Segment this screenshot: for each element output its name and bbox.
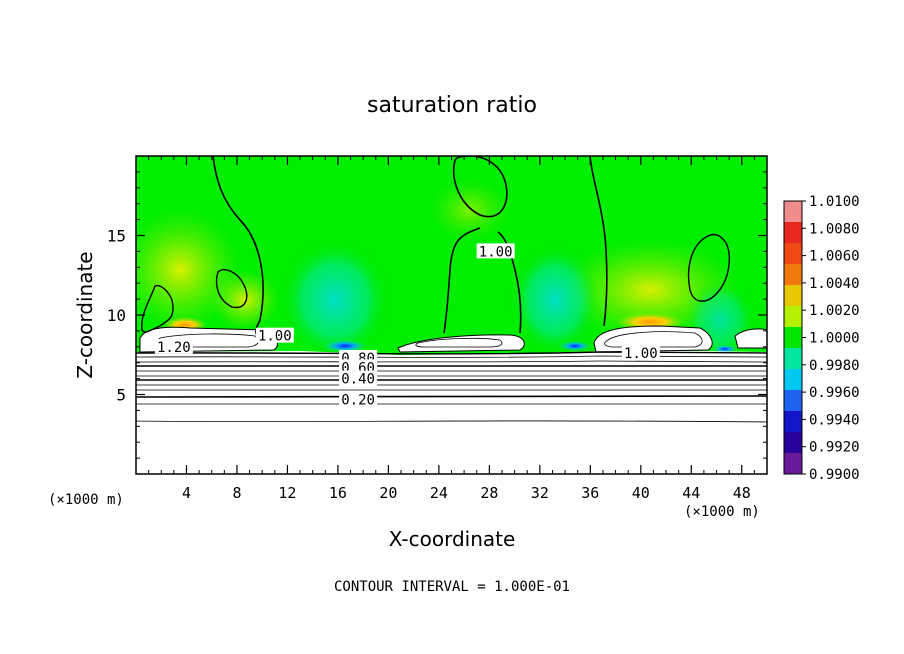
contour-line <box>604 331 703 348</box>
x-tick-label: 4 <box>182 484 191 502</box>
colorbar-swatch <box>784 306 802 328</box>
colorbar-swatch <box>784 222 802 244</box>
colorbar-swatch <box>784 285 802 307</box>
colorbar-label: 1.0000 <box>809 331 860 347</box>
x-tick-label: 20 <box>379 484 397 502</box>
contour-label-halo <box>476 243 515 259</box>
subsaturated-min <box>559 341 591 351</box>
colorbar-swatch <box>784 369 802 391</box>
colorbar-swatch <box>784 390 802 412</box>
contour-label: 0.40 <box>341 372 375 388</box>
x-tick-label: 40 <box>632 484 650 502</box>
contour-line <box>415 337 503 348</box>
subsaturated-min <box>323 340 367 352</box>
x-axis: 4 8 12 16 20 24 28 32 36 40 44 48 <box>148 156 755 502</box>
plot-area <box>136 156 767 474</box>
colorbar-swatch <box>784 348 802 370</box>
colorbar-swatch <box>784 327 802 349</box>
contour-line <box>589 156 608 327</box>
subsaturated-region <box>280 240 390 360</box>
contour-line <box>141 284 174 333</box>
contour-label: 1.00 <box>479 244 513 260</box>
lower-contours <box>136 351 767 423</box>
x-tick-label: 48 <box>733 484 751 502</box>
colorbar-label: 1.0040 <box>809 276 860 292</box>
contour-label: 1.20 <box>157 340 191 356</box>
subsaturated-min <box>713 345 737 353</box>
x-unit-right: (×1000 m) <box>684 504 760 520</box>
y-axis: 5 10 15 <box>107 171 767 459</box>
contour-label-halo <box>339 370 378 386</box>
lower-region <box>136 351 767 474</box>
x-tick-label: 32 <box>531 484 549 502</box>
x-unit-left: (×1000 m) <box>48 492 124 508</box>
colorbar-label: 0.9940 <box>809 412 860 428</box>
colorbar-label: 1.0100 <box>809 194 860 210</box>
colorbar-label: 1.0060 <box>809 249 860 265</box>
contour-label-halo <box>339 391 378 407</box>
cloud-blob <box>734 328 767 349</box>
y-tick-label: 10 <box>107 306 126 325</box>
x-tick-label: 24 <box>430 484 448 502</box>
contour-labels: 1.201.000.800.600.400.201.001.00 <box>154 243 660 408</box>
contour-label-halo <box>154 338 193 354</box>
contour-label: 0.20 <box>341 392 375 408</box>
colorbar-label: 1.0080 <box>809 221 860 237</box>
x-tick-label: 28 <box>480 484 498 502</box>
x-tick-label: 16 <box>329 484 347 502</box>
colorbar-label: 1.0020 <box>809 303 860 319</box>
colorbar-label: 0.9920 <box>809 440 860 456</box>
colorbar-label: 0.9900 <box>809 467 860 483</box>
x-tick-label: 8 <box>232 484 241 502</box>
contour-label-halo <box>621 345 660 361</box>
colorbar: 1.0100 1.0080 1.0060 1.0040 1.0020 1.0000 0.99… <box>783 194 860 483</box>
colorbar-swatch <box>784 243 802 265</box>
x-tick-label: 36 <box>581 484 599 502</box>
y-tick-label: 15 <box>107 227 126 246</box>
humid-patch <box>430 180 510 240</box>
colorbar-swatch <box>784 264 802 286</box>
contour-label: 1.00 <box>258 329 292 345</box>
contour-label: 1.00 <box>624 346 658 362</box>
contour-line <box>687 233 730 302</box>
x-axis-label: X-coordinate <box>389 527 516 551</box>
colorbar-swatch <box>784 411 802 433</box>
x-tick-label: 12 <box>278 484 296 502</box>
colorbar-swatch <box>784 201 802 223</box>
contour-line <box>215 268 248 309</box>
chart-title: saturation ratio <box>367 93 537 118</box>
contour-line <box>443 227 522 334</box>
colorbar-label: 0.9980 <box>809 358 860 374</box>
contour-interval-note: CONTOUR INTERVAL = 1.000E-01 <box>334 579 570 595</box>
contour-label-halo <box>255 327 294 343</box>
subsaturated-region <box>510 245 600 355</box>
humid-patch <box>210 270 280 330</box>
x-tick-label: 44 <box>682 484 700 502</box>
y-axis-label: Z-coordinate <box>73 251 97 378</box>
colorbar-label: 0.9960 <box>809 385 860 401</box>
y-tick-label: 5 <box>116 386 126 405</box>
colorbar-swatch <box>784 432 802 454</box>
colorbar-swatch <box>784 453 802 475</box>
